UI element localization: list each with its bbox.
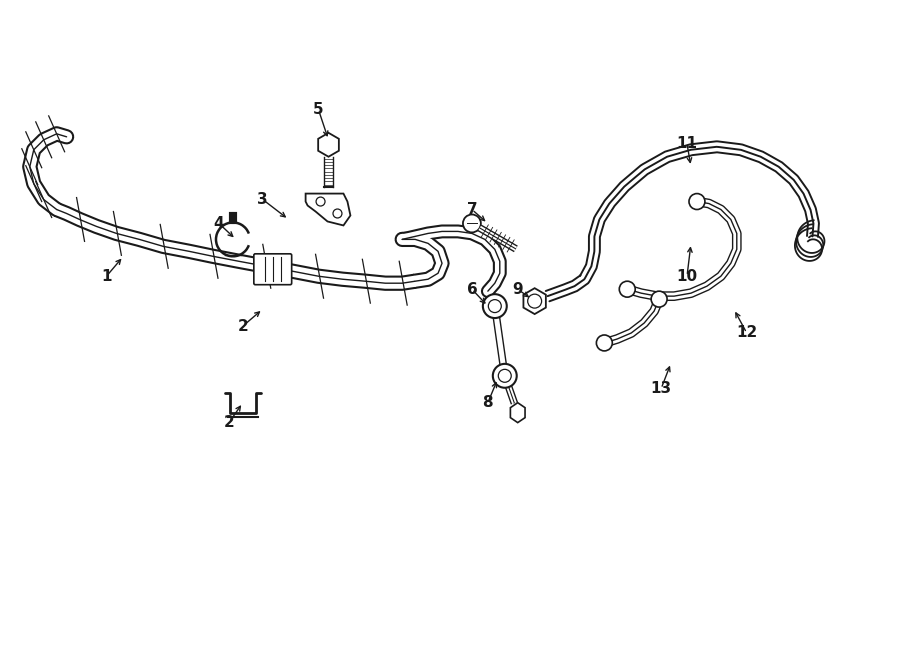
- Polygon shape: [510, 403, 525, 422]
- Text: 3: 3: [257, 192, 268, 207]
- Text: 2: 2: [238, 319, 248, 334]
- Text: 8: 8: [482, 395, 493, 410]
- Polygon shape: [319, 133, 339, 157]
- Circle shape: [619, 281, 635, 297]
- Circle shape: [489, 299, 501, 313]
- Circle shape: [499, 369, 511, 382]
- Circle shape: [493, 364, 517, 388]
- Text: 7: 7: [466, 202, 477, 217]
- Polygon shape: [306, 194, 350, 225]
- Text: 5: 5: [313, 102, 324, 118]
- Circle shape: [483, 294, 507, 318]
- Text: 9: 9: [512, 282, 523, 297]
- Circle shape: [597, 335, 612, 351]
- FancyBboxPatch shape: [254, 254, 292, 285]
- Circle shape: [333, 209, 342, 218]
- Text: 12: 12: [736, 325, 758, 340]
- Text: 10: 10: [677, 269, 698, 284]
- Circle shape: [463, 214, 481, 233]
- Circle shape: [689, 194, 705, 210]
- Circle shape: [527, 294, 542, 308]
- Text: 4: 4: [213, 216, 224, 231]
- Circle shape: [316, 197, 325, 206]
- Text: 13: 13: [651, 381, 671, 396]
- Text: 11: 11: [677, 136, 698, 151]
- Polygon shape: [524, 288, 546, 314]
- Text: 6: 6: [466, 282, 477, 297]
- Text: 2: 2: [223, 415, 234, 430]
- Text: 1: 1: [101, 269, 112, 284]
- Circle shape: [652, 291, 667, 307]
